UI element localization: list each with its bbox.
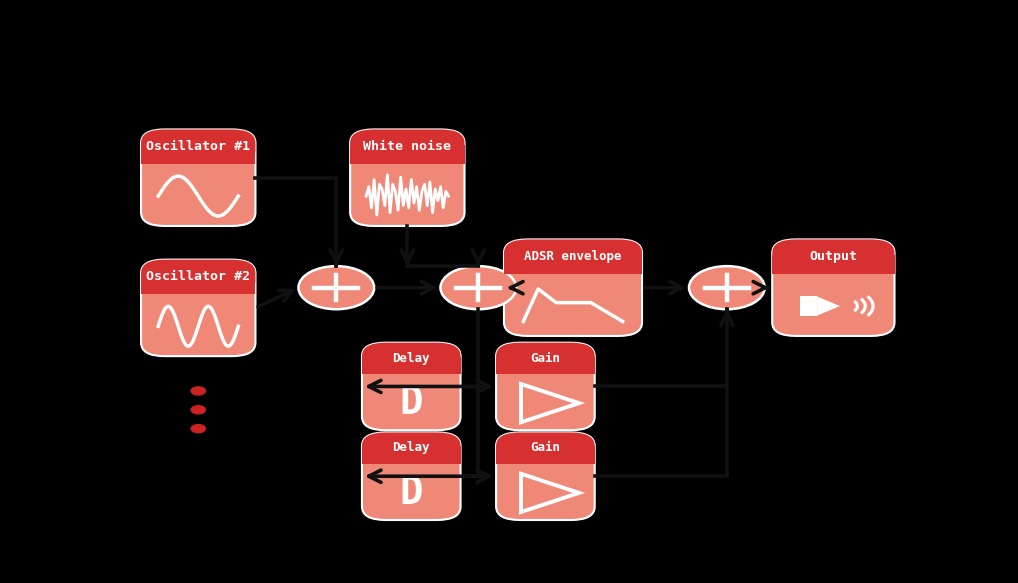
Bar [496, 447, 595, 463]
FancyBboxPatch shape [142, 259, 256, 294]
FancyBboxPatch shape [350, 129, 464, 226]
Text: Output: Output [809, 250, 857, 263]
Bar [142, 145, 256, 164]
Text: Gain: Gain [530, 352, 560, 365]
FancyBboxPatch shape [142, 129, 256, 164]
Bar [362, 447, 460, 463]
Bar [773, 255, 895, 273]
Text: ADSR envelope: ADSR envelope [524, 250, 622, 263]
FancyBboxPatch shape [496, 343, 595, 374]
Bar [800, 297, 817, 315]
Text: Delay: Delay [393, 441, 430, 455]
Bar [504, 255, 642, 273]
Text: White noise: White noise [363, 140, 451, 153]
Bar [496, 357, 595, 374]
Circle shape [191, 424, 206, 433]
Circle shape [298, 266, 375, 309]
Bar [362, 357, 460, 374]
FancyBboxPatch shape [350, 129, 464, 164]
FancyBboxPatch shape [496, 343, 595, 430]
Circle shape [191, 406, 206, 414]
FancyBboxPatch shape [362, 343, 460, 430]
FancyBboxPatch shape [362, 433, 460, 520]
FancyBboxPatch shape [362, 343, 460, 374]
Polygon shape [817, 297, 840, 315]
FancyBboxPatch shape [496, 433, 595, 463]
Bar [350, 145, 464, 164]
Text: Delay: Delay [393, 352, 430, 365]
Circle shape [441, 266, 516, 309]
FancyBboxPatch shape [773, 240, 895, 273]
FancyBboxPatch shape [362, 433, 460, 463]
Text: Oscillator #1: Oscillator #1 [147, 140, 250, 153]
Circle shape [689, 266, 765, 309]
FancyBboxPatch shape [504, 240, 642, 336]
FancyBboxPatch shape [773, 240, 895, 336]
Text: D: D [400, 474, 422, 512]
FancyBboxPatch shape [504, 240, 642, 273]
Text: Gain: Gain [530, 441, 560, 455]
Text: Oscillator #2: Oscillator #2 [147, 271, 250, 283]
Bar [142, 275, 256, 294]
FancyBboxPatch shape [142, 259, 256, 356]
Circle shape [191, 387, 206, 395]
Text: D: D [400, 384, 422, 422]
FancyBboxPatch shape [496, 433, 595, 520]
FancyBboxPatch shape [142, 129, 256, 226]
